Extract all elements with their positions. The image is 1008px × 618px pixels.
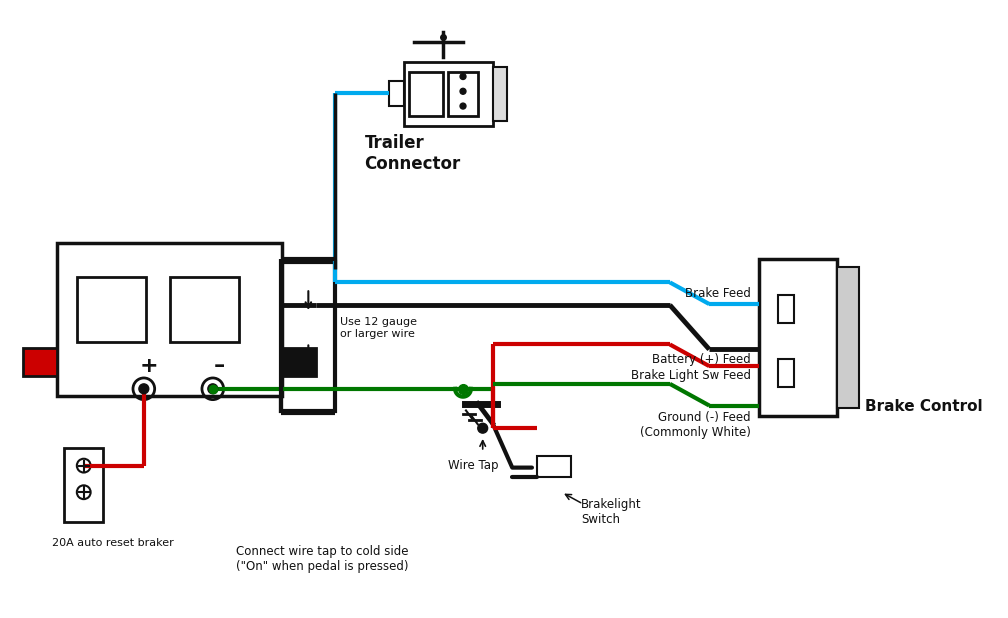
Bar [404, 62, 493, 126]
Text: Trailer
Connector: Trailer Connector [365, 134, 461, 173]
Circle shape [478, 423, 488, 433]
Text: –: – [214, 356, 226, 376]
Bar [65, 448, 104, 522]
Circle shape [208, 384, 218, 394]
Text: Wire Tap: Wire Tap [448, 459, 498, 472]
Text: Connect wire tap to cold side
("On" when pedal is pressed): Connect wire tap to cold side ("On" when… [237, 545, 409, 574]
Bar [281, 261, 335, 412]
Circle shape [460, 88, 466, 95]
Circle shape [460, 103, 466, 109]
Bar [389, 82, 404, 106]
Circle shape [139, 384, 149, 394]
Text: Brake Feed: Brake Feed [684, 287, 751, 300]
Bar [57, 243, 282, 396]
Text: Brakelight
Switch: Brakelight Switch [582, 498, 642, 526]
Bar [493, 67, 507, 121]
Bar [282, 349, 317, 376]
Text: Ground (-) Feed
(Commonly White): Ground (-) Feed (Commonly White) [640, 411, 751, 439]
Bar [537, 456, 572, 478]
Bar [759, 259, 838, 417]
Bar [409, 72, 444, 116]
Bar [778, 295, 794, 323]
Bar [778, 359, 794, 387]
Text: Use 12 gauge
or larger wire: Use 12 gauge or larger wire [340, 317, 417, 339]
Text: +: + [139, 356, 158, 376]
Bar [449, 72, 478, 116]
Bar [170, 277, 239, 342]
Text: Battery (+) Feed: Battery (+) Feed [652, 353, 751, 366]
Text: Brake Control: Brake Control [865, 399, 983, 414]
Circle shape [460, 74, 466, 80]
Bar [77, 277, 146, 342]
Text: Brake Light Sw Feed: Brake Light Sw Feed [631, 370, 751, 383]
Bar [22, 349, 57, 376]
Bar [838, 266, 859, 408]
Text: 20A auto reset braker: 20A auto reset braker [52, 538, 174, 548]
